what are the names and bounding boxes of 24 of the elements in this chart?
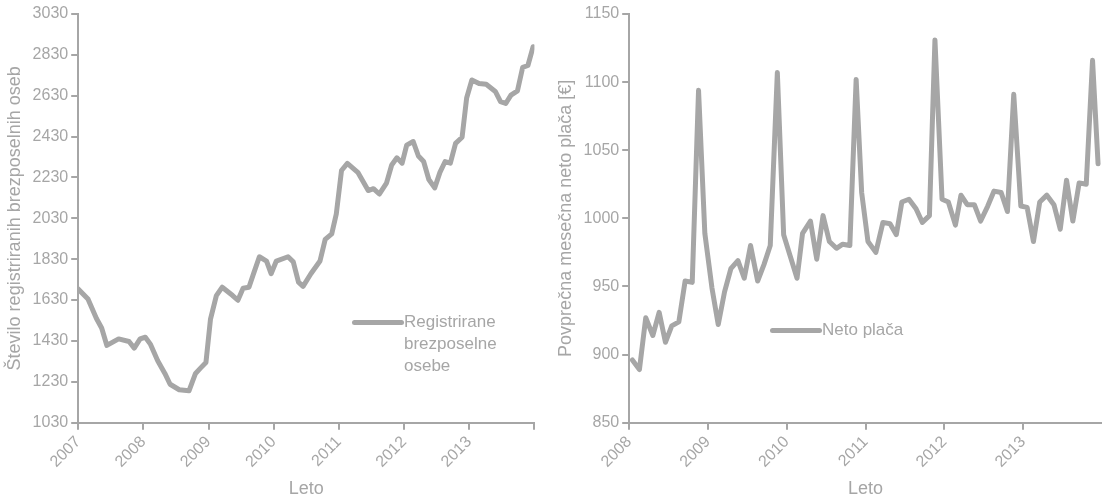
- legend-label: Registrirane brezposelne osebe: [404, 311, 498, 377]
- y-axis-title: Povprečna mesečna neto plača [€]: [554, 79, 575, 357]
- y-tick-label: 900: [592, 344, 620, 362]
- y-tick-label: 1100: [584, 72, 620, 90]
- y-tick-label: 1430: [32, 331, 69, 349]
- y-tick-label: 2030: [32, 208, 69, 226]
- y-tick-label: 2430: [32, 127, 69, 144]
- x-axis-title: Leto: [848, 478, 884, 499]
- y-tick-label: 2830: [32, 45, 69, 63]
- y-tick-label: 850: [592, 413, 620, 431]
- y-tick-label: 1000: [583, 208, 620, 226]
- y-tick-label: 950: [592, 276, 620, 294]
- legend-label: Neto plača: [822, 319, 905, 341]
- y-tick-label: 1630: [32, 290, 69, 308]
- y-tick-label: 1230: [32, 372, 69, 390]
- y-tick-label: 1830: [32, 249, 69, 267]
- y-axis-title: Število registriranih brezposelnih oseb: [2, 66, 24, 371]
- x-axis-title: Leto: [288, 478, 324, 499]
- y-tick-label: 1030: [32, 413, 69, 431]
- y-tick-label: 2630: [32, 86, 69, 104]
- y-tick-label: 3030: [32, 4, 69, 22]
- y-tick-label: 2230: [32, 167, 69, 185]
- y-tick-label: 1150: [584, 4, 620, 22]
- y-tick-label: 1050: [583, 140, 620, 158]
